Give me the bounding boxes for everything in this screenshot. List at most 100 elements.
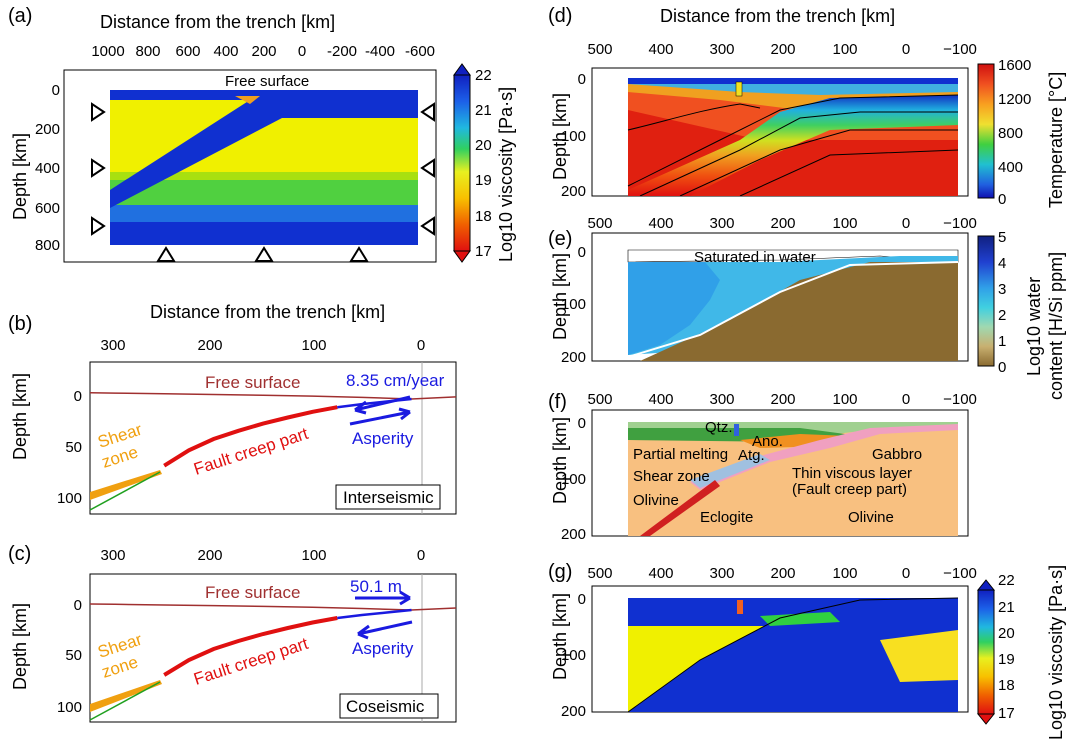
panel-f-thin-viscous — [690, 424, 958, 490]
panel-a-colorbar-label: Log10 viscosity [Pa·s] — [496, 87, 516, 262]
cbtick: 18 — [475, 208, 492, 225]
xtick: 300 — [709, 565, 734, 582]
panel-a-yticks: 0 200 400 600 800 — [35, 82, 60, 254]
panel-f-yticks: 0 100 200 — [561, 415, 586, 543]
panel-d-xlabel: Distance from the trench [km] — [660, 6, 895, 26]
panel-a-transition-deep — [110, 180, 418, 208]
cbtick: 17 — [475, 243, 492, 260]
xtick: 400 — [213, 43, 238, 60]
panel-d-surface — [628, 78, 958, 84]
ytick: 200 — [561, 703, 586, 720]
panel-f-thin-viscous-1: Thin viscous layer — [792, 465, 912, 482]
panel-c-slip: 50.1 m — [350, 577, 402, 596]
panel-f-xticks: 500 400 300 200 100 0 −100 — [587, 391, 976, 408]
xtick: 200 — [197, 337, 222, 354]
ytick: 200 — [35, 121, 60, 138]
panel-b-phase: Interseismic — [343, 488, 434, 507]
cbtick: 1600 — [998, 57, 1031, 74]
panel-g-yticks: 0 100 200 — [561, 591, 586, 720]
panel-a-wedge — [235, 96, 260, 104]
xtick: −100 — [943, 391, 977, 408]
cbtick: 3 — [998, 281, 1006, 298]
xtick: 100 — [301, 337, 326, 354]
xtick: 400 — [648, 391, 673, 408]
cbtick: 1 — [998, 333, 1006, 350]
panel-g: (g) Depth [km] 500 400 300 200 100 0 −10… — [548, 561, 1066, 740]
panel-e-yticks: 0 100 200 — [561, 244, 586, 366]
xtick: 500 — [587, 215, 612, 232]
xtick: 800 — [135, 43, 160, 60]
ytick: 100 — [57, 699, 82, 716]
cbtick: 5 — [998, 229, 1006, 246]
panel-c-asperity-line — [337, 608, 412, 620]
ytick: 200 — [561, 526, 586, 543]
xtick: 200 — [770, 41, 795, 58]
xtick: 0 — [902, 565, 910, 582]
panel-b-asperity-label: Asperity — [352, 429, 414, 448]
panel-d-ylabel: Depth [km] — [550, 93, 570, 180]
cbtick: 800 — [998, 125, 1023, 142]
panel-c-xticks: 300 200 100 0 — [100, 547, 425, 564]
panel-e-interface — [627, 261, 959, 358]
panel-c-yticks: 0 50 100 — [57, 597, 82, 716]
xtick: 400 — [648, 41, 673, 58]
xtick: −100 — [943, 565, 977, 582]
panel-a-colorbar-ticks: 22 21 20 19 18 17 — [475, 67, 492, 260]
panel-g-green — [760, 612, 840, 626]
panel-b-xticks: 300 200 100 0 — [100, 337, 425, 354]
panel-d-colorbar-ticks: 1600 1200 800 400 0 — [998, 57, 1031, 208]
cbtick: 17 — [998, 705, 1015, 722]
cbtick: 4 — [998, 255, 1006, 272]
panel-f-partial-melting: Partial melting — [633, 446, 728, 463]
cbtick: 20 — [998, 625, 1015, 642]
panel-a-slab — [110, 100, 418, 208]
panel-c-label: (c) — [8, 543, 31, 565]
panel-e: (e) Depth [km] Saturated in water 500 40… — [548, 215, 1066, 400]
panel-c: (c) Depth [km] 50.1 m Asperity Free surf… — [8, 543, 457, 723]
panel-d-label: (d) — [548, 5, 572, 27]
xtick: 300 — [100, 547, 125, 564]
panel-a-xlabel: Distance from the trench [km] — [100, 12, 335, 32]
panel-e-colorbar — [977, 235, 995, 367]
panel-f-thin-viscous-2: (Fault creep part) — [792, 481, 907, 498]
panel-f-eclogite-label: Eclogite — [700, 509, 753, 526]
panel-b-shear-zone — [90, 470, 162, 500]
panel-c-phase-box — [339, 693, 439, 719]
xtick: 200 — [197, 547, 222, 564]
xtick: 300 — [709, 215, 734, 232]
panel-f-eclogite — [640, 480, 720, 536]
panel-a-xticks: 1000 800 600 400 200 0 -200 -400 -600 — [91, 43, 435, 60]
panel-b-phase-box — [335, 484, 441, 510]
panel-f-shear-zone — [690, 454, 770, 488]
xtick: 200 — [770, 565, 795, 582]
xtick: 0 — [902, 215, 910, 232]
cbtick: 18 — [998, 677, 1015, 694]
ytick: 100 — [561, 296, 586, 313]
ytick: 100 — [561, 647, 586, 664]
panel-f-atg-label: Atg. — [738, 447, 765, 464]
ytick: 100 — [561, 471, 586, 488]
panel-e-label: (e) — [548, 228, 572, 250]
ytick: 100 — [561, 128, 586, 145]
xtick: 300 — [709, 391, 734, 408]
panel-e-colorbar-ticks: 5 4 3 2 1 0 — [998, 229, 1006, 376]
xtick: −100 — [943, 41, 977, 58]
xtick: 400 — [648, 215, 673, 232]
panel-d-colorbar-label: Temperature [°C] — [1046, 72, 1066, 208]
xtick: -400 — [365, 43, 395, 60]
panel-e-ylabel: Depth [km] — [550, 253, 570, 340]
panel-a-colorbar — [453, 74, 471, 252]
xtick: -600 — [405, 43, 435, 60]
xtick: 600 — [175, 43, 200, 60]
panel-e-water-rich — [628, 262, 720, 355]
panel-c-fault-creep-line — [163, 616, 338, 677]
panel-b: (b) Distance from the trench [km] Depth … — [8, 302, 457, 515]
panel-a-surface-layer — [110, 90, 418, 100]
xtick: -200 — [327, 43, 357, 60]
panel-b-fault-creep-line — [163, 405, 338, 468]
ytick: 600 — [35, 200, 60, 217]
xtick: 200 — [770, 215, 795, 232]
panel-g-slab-yellow — [880, 630, 958, 682]
panel-e-colorbar-label-2: content [H/Si ppm] — [1046, 252, 1066, 400]
cbtick: 1200 — [998, 91, 1031, 108]
